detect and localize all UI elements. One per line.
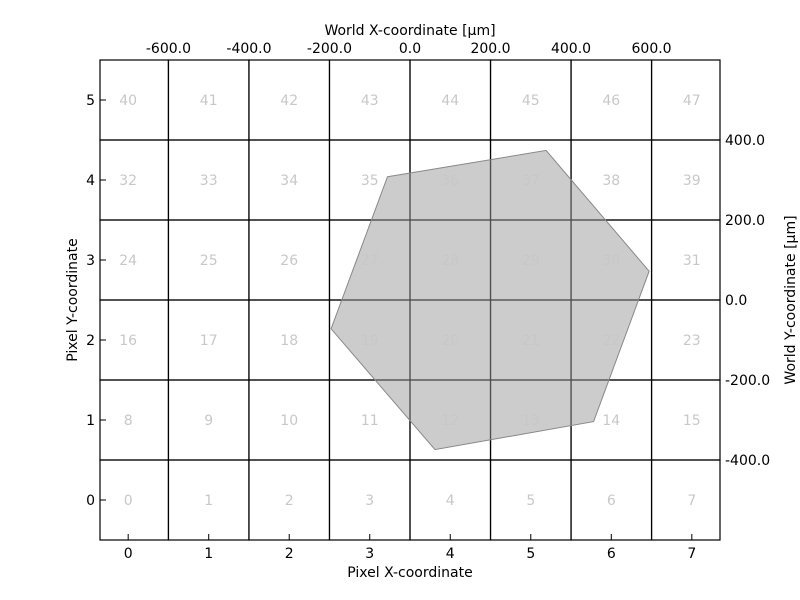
cell-label: 11 — [361, 413, 379, 429]
x-tick-label: 7 — [687, 546, 696, 562]
x-tick-label: 6 — [607, 546, 616, 562]
y2-tick-label: -400.0 — [725, 453, 770, 469]
cell-label: 15 — [683, 413, 701, 429]
grid-cell — [650, 459, 721, 541]
cell-label: 28 — [441, 253, 459, 269]
cell-label: 43 — [361, 93, 379, 109]
cell-label: 29 — [522, 253, 540, 269]
cell-label: 39 — [683, 173, 701, 189]
cell-label: 10 — [280, 413, 298, 429]
cell-label: 34 — [280, 173, 298, 189]
cell-label: 16 — [119, 333, 137, 349]
cell-label: 8 — [124, 413, 133, 429]
cell-label: 41 — [200, 93, 218, 109]
cell-label: 24 — [119, 253, 137, 269]
y2-tick-label: 0.0 — [725, 293, 747, 309]
cell-label: 18 — [280, 333, 298, 349]
cell-label: 47 — [683, 93, 701, 109]
y2-tick-label: -200.0 — [725, 373, 770, 389]
cell-label: 12 — [441, 413, 459, 429]
cell-label: 20 — [441, 333, 459, 349]
cell-label: 26 — [280, 253, 298, 269]
cell-label: 35 — [361, 173, 379, 189]
cell-label: 22 — [602, 333, 620, 349]
cell-label: 38 — [602, 173, 620, 189]
cell-label: 30 — [602, 253, 620, 269]
cell-label: 14 — [602, 413, 620, 429]
y2-tick-label: 200.0 — [725, 213, 765, 229]
cell-label: 42 — [280, 93, 298, 109]
x-tick-label: 4 — [446, 546, 455, 562]
cell-label: 5 — [526, 493, 535, 509]
x2-tick-label: 600.0 — [632, 41, 672, 57]
y2-axis-label: World Y-coordinate [μm] — [783, 215, 799, 384]
cell-label: 0 — [124, 493, 133, 509]
cell-label: 9 — [204, 413, 213, 429]
x-axis-label: Pixel X-coordinate — [347, 565, 472, 581]
x2-tick-label: 200.0 — [470, 41, 510, 57]
x-tick-label: 3 — [365, 546, 374, 562]
grid-cell — [99, 459, 170, 541]
cell-label: 44 — [441, 93, 459, 109]
cell-label: 2 — [285, 493, 294, 509]
x2-axis-label: World X-coordinate [μm] — [324, 23, 495, 39]
y-tick-label: 3 — [86, 253, 95, 269]
polygon-region — [330, 149, 650, 451]
y-tick-label: 0 — [86, 493, 95, 509]
cell-label: 19 — [361, 333, 379, 349]
x-tick-label: 2 — [285, 546, 294, 562]
x-tick-label: 0 — [124, 546, 133, 562]
cell-label: 13 — [522, 413, 540, 429]
cell-label: 27 — [361, 253, 379, 269]
cell-label: 4 — [446, 493, 455, 509]
y-axis-label: Pixel Y-coordinate — [65, 238, 81, 361]
cell-label: 33 — [200, 173, 218, 189]
y2-tick-label: 400.0 — [725, 133, 765, 149]
x2-tick-label: 400.0 — [551, 41, 591, 57]
cell-label: 25 — [200, 253, 218, 269]
x2-tick-label: -200.0 — [307, 41, 352, 57]
x2-tick-label: 0.0 — [399, 41, 421, 57]
grid-cell — [650, 59, 721, 141]
cell-label: 36 — [441, 173, 459, 189]
cell-label: 1 — [204, 493, 213, 509]
y-tick-label: 5 — [86, 93, 95, 109]
x-tick-label: 5 — [526, 546, 535, 562]
cell-label: 17 — [200, 333, 218, 349]
x2-tick-label: -600.0 — [146, 41, 191, 57]
cell-label: 7 — [687, 493, 696, 509]
cell-label: 37 — [522, 173, 540, 189]
y-tick-label: 1 — [86, 413, 95, 429]
cell-label: 6 — [607, 493, 616, 509]
x2-tick-label: -400.0 — [226, 41, 271, 57]
cell-label: 46 — [602, 93, 620, 109]
cell-label: 3 — [365, 493, 374, 509]
cell-label: 45 — [522, 93, 540, 109]
x-tick-label: 1 — [204, 546, 213, 562]
cell-label: 23 — [683, 333, 701, 349]
cell-label: 21 — [522, 333, 540, 349]
y-tick-label: 4 — [86, 173, 95, 189]
grid-cell — [99, 379, 170, 461]
cell-label: 32 — [119, 173, 137, 189]
cell-label: 31 — [683, 253, 701, 269]
y-tick-label: 2 — [86, 333, 95, 349]
cell-label: 40 — [119, 93, 137, 109]
